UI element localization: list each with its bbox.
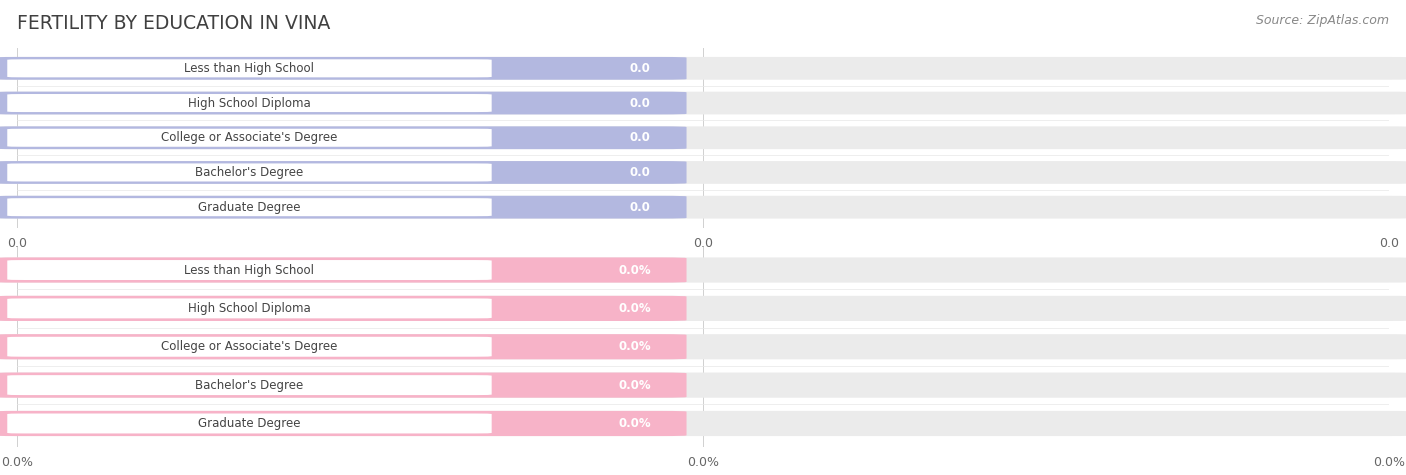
FancyBboxPatch shape (7, 337, 492, 357)
FancyBboxPatch shape (0, 257, 686, 283)
FancyBboxPatch shape (0, 372, 686, 398)
FancyBboxPatch shape (7, 163, 492, 181)
Text: FERTILITY BY EDUCATION IN VINA: FERTILITY BY EDUCATION IN VINA (17, 14, 330, 33)
FancyBboxPatch shape (0, 196, 686, 218)
Text: College or Associate's Degree: College or Associate's Degree (162, 131, 337, 144)
FancyBboxPatch shape (0, 92, 686, 114)
FancyBboxPatch shape (7, 94, 492, 112)
Text: Bachelor's Degree: Bachelor's Degree (195, 166, 304, 179)
FancyBboxPatch shape (7, 198, 492, 216)
Text: College or Associate's Degree: College or Associate's Degree (162, 340, 337, 353)
FancyBboxPatch shape (0, 296, 1406, 321)
Text: Less than High School: Less than High School (184, 62, 315, 75)
FancyBboxPatch shape (7, 375, 492, 395)
FancyBboxPatch shape (7, 414, 492, 434)
Text: Bachelor's Degree: Bachelor's Degree (195, 379, 304, 391)
FancyBboxPatch shape (7, 59, 492, 77)
FancyBboxPatch shape (0, 296, 686, 321)
Text: 0.0%: 0.0% (619, 264, 651, 276)
Text: 0.0: 0.0 (630, 166, 651, 179)
FancyBboxPatch shape (0, 57, 1406, 80)
FancyBboxPatch shape (7, 298, 492, 318)
FancyBboxPatch shape (7, 129, 492, 147)
FancyBboxPatch shape (7, 260, 492, 280)
FancyBboxPatch shape (0, 126, 686, 149)
Text: 0.0: 0.0 (630, 96, 651, 110)
FancyBboxPatch shape (0, 126, 1406, 149)
Text: Graduate Degree: Graduate Degree (198, 417, 301, 430)
Text: 0.0%: 0.0% (619, 340, 651, 353)
FancyBboxPatch shape (0, 257, 1406, 283)
FancyBboxPatch shape (0, 411, 1406, 436)
FancyBboxPatch shape (0, 334, 1406, 359)
FancyBboxPatch shape (0, 161, 1406, 184)
Text: Less than High School: Less than High School (184, 264, 315, 276)
Text: 0.0: 0.0 (630, 131, 651, 144)
FancyBboxPatch shape (0, 92, 1406, 114)
Text: High School Diploma: High School Diploma (188, 96, 311, 110)
Text: 0.0: 0.0 (630, 62, 651, 75)
Text: 0.0: 0.0 (630, 200, 651, 214)
Text: Graduate Degree: Graduate Degree (198, 200, 301, 214)
Text: 0.0%: 0.0% (619, 379, 651, 391)
FancyBboxPatch shape (0, 57, 686, 80)
Text: 0.0%: 0.0% (619, 302, 651, 315)
FancyBboxPatch shape (0, 334, 686, 359)
Text: Source: ZipAtlas.com: Source: ZipAtlas.com (1256, 14, 1389, 27)
Text: 0.0%: 0.0% (619, 417, 651, 430)
FancyBboxPatch shape (0, 411, 686, 436)
Text: High School Diploma: High School Diploma (188, 302, 311, 315)
FancyBboxPatch shape (0, 161, 686, 184)
FancyBboxPatch shape (0, 372, 1406, 398)
FancyBboxPatch shape (0, 196, 1406, 218)
